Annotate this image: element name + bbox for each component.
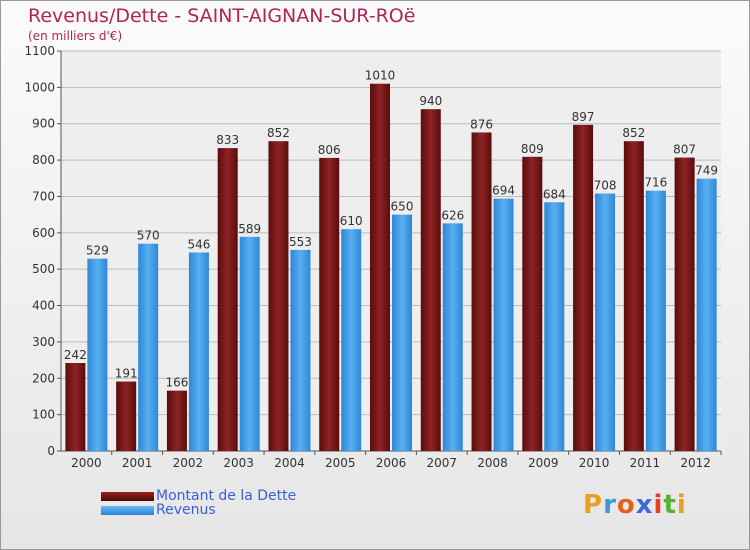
- data-label-dette: 897: [572, 110, 595, 124]
- data-label-dette: 191: [115, 367, 138, 381]
- x-tick-label: 2005: [325, 456, 356, 470]
- x-tick-label: 2006: [376, 456, 407, 470]
- bar-dette: [65, 363, 86, 451]
- data-label-dette: 807: [673, 143, 696, 157]
- logo-letter: i: [653, 490, 664, 520]
- data-label-dette: 1010: [365, 69, 396, 83]
- y-tick-label: 0: [47, 444, 55, 458]
- x-tick-label: 2003: [223, 456, 254, 470]
- y-tick-label: 200: [32, 371, 55, 385]
- bar-dette: [573, 124, 594, 452]
- data-label-revenus: 650: [391, 200, 414, 214]
- bar-revenus: [442, 223, 463, 451]
- bar-dette: [268, 141, 289, 451]
- bar-dette: [217, 148, 238, 451]
- bar-dette: [522, 156, 543, 451]
- legend-label-dette: Montant de la Dette: [156, 488, 297, 504]
- bar-dette: [319, 157, 340, 451]
- data-label-dette: 940: [419, 94, 442, 108]
- data-label-revenus: 610: [340, 214, 363, 228]
- x-tick-label: 2008: [477, 456, 508, 470]
- data-label-dette: 876: [470, 117, 493, 131]
- data-label-revenus: 570: [137, 229, 160, 243]
- legend-swatch-dette: [101, 491, 154, 501]
- bar-revenus: [595, 193, 616, 451]
- logo-letter: r: [603, 490, 617, 520]
- data-label-dette: 852: [622, 126, 645, 140]
- bar-dette: [623, 141, 644, 451]
- y-tick-label: 400: [32, 299, 55, 313]
- bar-revenus: [392, 214, 412, 451]
- bar-revenus: [290, 249, 311, 451]
- y-tick-label: 1000: [24, 80, 55, 94]
- bar-dette: [370, 83, 390, 452]
- logo-letter: P: [583, 490, 604, 520]
- data-label-revenus: 684: [543, 187, 566, 201]
- logo-letter: x: [635, 490, 654, 520]
- legend-item-dette: Montant de la Dette: [101, 487, 296, 505]
- x-tick-label: 2004: [274, 456, 305, 470]
- chart-subtitle: (en milliers d'€): [28, 29, 123, 43]
- bar-revenus: [645, 190, 666, 452]
- logo-letter: i: [676, 490, 687, 520]
- bar-revenus: [696, 178, 717, 452]
- bar-revenus: [188, 252, 209, 451]
- y-tick-label: 300: [32, 335, 55, 349]
- x-tick-label: 2009: [528, 456, 559, 470]
- legend-swatch-revenus: [101, 505, 154, 515]
- logo-letter: t: [663, 490, 677, 520]
- bar-revenus: [544, 202, 565, 451]
- y-tick-label: 800: [32, 153, 55, 167]
- bar-dette: [674, 157, 695, 451]
- bar-dette: [471, 132, 492, 452]
- y-tick-label: 100: [32, 408, 55, 422]
- x-tick-label: 2007: [426, 456, 457, 470]
- chart-title: Revenus/Dette - SAINT-AIGNAN-SUR-ROë: [28, 5, 416, 27]
- data-label-dette: 833: [216, 133, 239, 147]
- x-tick-label: 2002: [173, 456, 204, 470]
- legend-label-revenus: Revenus: [156, 502, 216, 518]
- legend-item-revenus: Revenus: [101, 501, 216, 519]
- data-label-dette: 809: [521, 142, 544, 156]
- data-label-revenus: 553: [289, 235, 312, 249]
- data-label-revenus: 589: [238, 222, 261, 236]
- bar-dette: [166, 390, 187, 451]
- bar-dette: [116, 381, 137, 451]
- y-tick-label: 900: [32, 117, 55, 131]
- y-tick-label: 1100: [24, 44, 55, 58]
- y-tick-label: 500: [32, 262, 55, 276]
- x-tick-label: 2001: [122, 456, 153, 470]
- y-tick-label: 700: [32, 189, 55, 203]
- y-tick-label: 600: [32, 226, 55, 240]
- data-label-revenus: 626: [441, 208, 464, 222]
- bar-revenus: [239, 236, 260, 451]
- data-label-dette: 852: [267, 126, 290, 140]
- x-tick-label: 2000: [71, 456, 102, 470]
- data-label-revenus: 529: [86, 244, 109, 258]
- x-tick-label: 2011: [630, 456, 661, 470]
- proxiti-logo: Proxiti: [583, 490, 687, 520]
- data-label-dette: 166: [165, 376, 188, 390]
- bar-revenus: [138, 243, 159, 451]
- data-label-revenus: 546: [187, 237, 210, 251]
- data-label-revenus: 716: [644, 176, 667, 190]
- data-label-revenus: 749: [695, 164, 718, 178]
- x-tick-label: 2010: [579, 456, 610, 470]
- bar-dette: [420, 109, 441, 451]
- logo-letter: o: [616, 490, 636, 520]
- data-label-dette: 242: [64, 348, 87, 362]
- plot-area: [61, 51, 721, 451]
- bar-revenus: [341, 229, 362, 451]
- data-label-dette: 806: [318, 143, 341, 157]
- x-tick-label: 2012: [680, 456, 711, 470]
- data-label-revenus: 708: [594, 179, 617, 193]
- bar-revenus: [493, 198, 514, 451]
- bar-revenus: [87, 258, 108, 451]
- data-label-revenus: 694: [492, 184, 515, 198]
